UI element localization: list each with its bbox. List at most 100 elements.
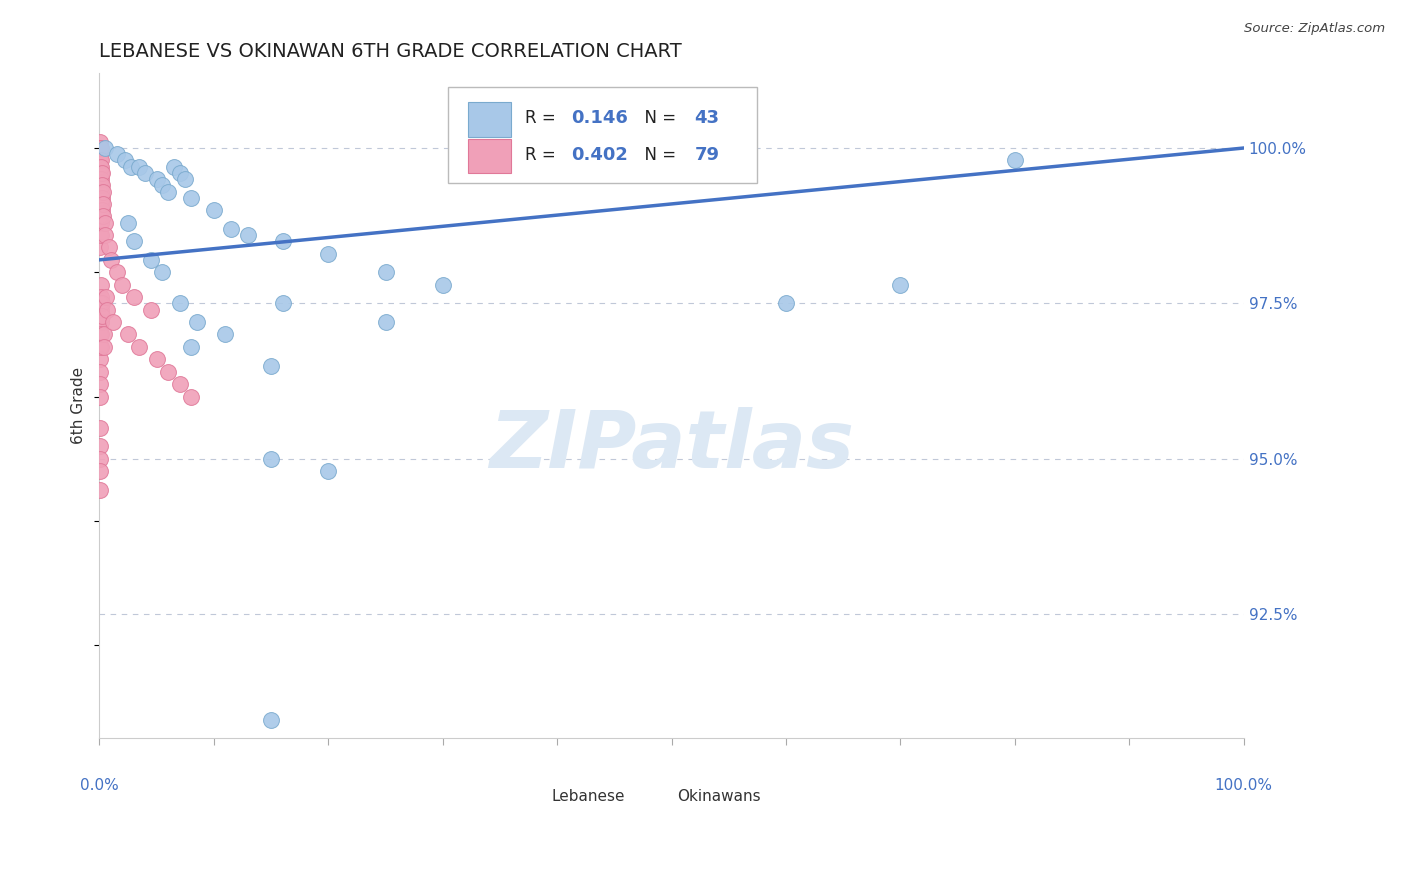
Point: [100, 252, 122, 267]
Text: Source: ZipAtlas.com: Source: ZipAtlas.com: [1244, 22, 1385, 36]
Point: [150, 178, 173, 193]
Point: [89, 352, 111, 367]
Point: [89, 483, 111, 497]
Point: [89, 227, 111, 242]
Point: [89, 451, 111, 466]
Point: [89, 185, 111, 199]
Point: [169, 296, 191, 310]
Point: [89, 166, 111, 180]
Point: [260, 359, 283, 373]
Point: [186, 315, 208, 329]
Point: [117, 327, 139, 342]
Point: [89, 172, 111, 186]
Point: [93, 327, 115, 342]
Point: [90, 327, 112, 342]
Point: [128, 340, 150, 354]
Point: [150, 265, 173, 279]
Point: [90, 315, 112, 329]
Point: [89, 135, 111, 149]
Text: LEBANESE VS OKINAWAN 6TH GRADE CORRELATION CHART: LEBANESE VS OKINAWAN 6TH GRADE CORRELATI…: [100, 42, 682, 61]
Point: [90, 340, 112, 354]
Point: [89, 439, 111, 453]
Point: [90, 203, 112, 218]
Text: N =: N =: [634, 109, 682, 127]
Point: [90, 277, 112, 292]
Text: ZIPatlas: ZIPatlas: [489, 408, 853, 485]
Point: [271, 234, 294, 248]
Point: [89, 216, 111, 230]
Text: R =: R =: [524, 109, 561, 127]
Point: [318, 246, 340, 260]
FancyBboxPatch shape: [449, 87, 758, 183]
Point: [101, 315, 124, 329]
Text: R =: R =: [524, 145, 561, 163]
Point: [89, 420, 111, 434]
Point: [89, 327, 111, 342]
Point: [89, 178, 111, 193]
Point: [214, 327, 236, 342]
Point: [122, 290, 145, 304]
Point: [157, 185, 180, 199]
Point: [91, 309, 114, 323]
Point: [89, 377, 111, 392]
FancyBboxPatch shape: [637, 786, 669, 807]
Point: [180, 340, 202, 354]
FancyBboxPatch shape: [468, 138, 512, 173]
Text: 0.402: 0.402: [571, 145, 628, 163]
Point: [91, 185, 114, 199]
Point: [96, 302, 118, 317]
Point: [89, 160, 111, 174]
Point: [89, 340, 111, 354]
Point: [89, 153, 111, 168]
FancyBboxPatch shape: [512, 786, 544, 807]
Point: [174, 172, 197, 186]
Point: [94, 216, 117, 230]
Point: [90, 178, 112, 193]
Point: [94, 227, 117, 242]
Point: [90, 166, 112, 180]
Point: [90, 315, 112, 329]
Point: [134, 166, 156, 180]
Point: [90, 191, 112, 205]
Point: [93, 340, 115, 354]
Text: Lebanese: Lebanese: [551, 789, 624, 804]
Point: [169, 377, 191, 392]
Point: [139, 252, 162, 267]
Point: [90, 160, 112, 174]
Point: [90, 166, 112, 180]
FancyBboxPatch shape: [468, 102, 512, 136]
Text: N =: N =: [634, 145, 682, 163]
Point: [89, 240, 111, 254]
Point: [90, 290, 112, 304]
Point: [91, 197, 114, 211]
Point: [1004, 153, 1026, 168]
Point: [163, 160, 186, 174]
Point: [90, 216, 112, 230]
Point: [180, 191, 202, 205]
Point: [89, 296, 111, 310]
Point: [89, 365, 111, 379]
Point: [219, 221, 242, 235]
Point: [90, 227, 112, 242]
Point: [122, 234, 145, 248]
Point: [111, 277, 134, 292]
Point: [128, 160, 150, 174]
Point: [169, 166, 191, 180]
Text: 0.146: 0.146: [571, 109, 628, 127]
Text: 100.0%: 100.0%: [1215, 779, 1272, 793]
Point: [775, 296, 797, 310]
Point: [139, 302, 162, 317]
Text: 0.0%: 0.0%: [80, 779, 120, 793]
Point: [90, 191, 112, 205]
Point: [90, 141, 112, 155]
Point: [90, 172, 112, 186]
Point: [180, 390, 202, 404]
Point: [374, 265, 396, 279]
Point: [121, 160, 143, 174]
Point: [89, 203, 111, 218]
Point: [105, 147, 128, 161]
Point: [90, 302, 112, 317]
Point: [97, 240, 120, 254]
Point: [90, 178, 112, 193]
Point: [260, 451, 283, 466]
